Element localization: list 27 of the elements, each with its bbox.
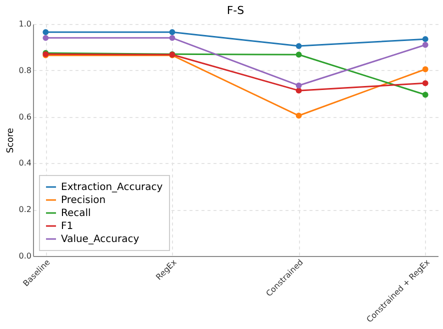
point — [42, 29, 49, 36]
point — [296, 82, 302, 88]
legend-label: Value_Accuracy — [61, 234, 140, 245]
legend-label: Extraction_Accuracy — [61, 182, 163, 193]
y-tick-label: 0.0 — [18, 252, 32, 260]
point — [296, 52, 302, 58]
y-tick-label: 0.2 — [18, 205, 32, 214]
point — [422, 80, 428, 86]
point — [422, 36, 428, 42]
y-axis-title: Score — [6, 127, 16, 154]
point — [296, 112, 302, 119]
point — [296, 88, 302, 94]
point — [169, 29, 176, 36]
chart-title: F-S — [226, 4, 244, 17]
point — [42, 34, 49, 41]
point — [169, 34, 176, 41]
legend-label: Recall — [61, 208, 91, 219]
point — [422, 42, 428, 48]
y-tick-label: 1.0 — [18, 20, 32, 28]
point — [422, 66, 428, 72]
point — [422, 92, 428, 98]
legend-label: Precision — [61, 195, 106, 206]
y-tick-label: 0.6 — [18, 112, 32, 122]
y-tick-label: 0.4 — [18, 158, 32, 168]
y-tick-label: 0.8 — [18, 66, 32, 75]
point — [296, 43, 302, 49]
legend-label: F1 — [61, 221, 74, 232]
